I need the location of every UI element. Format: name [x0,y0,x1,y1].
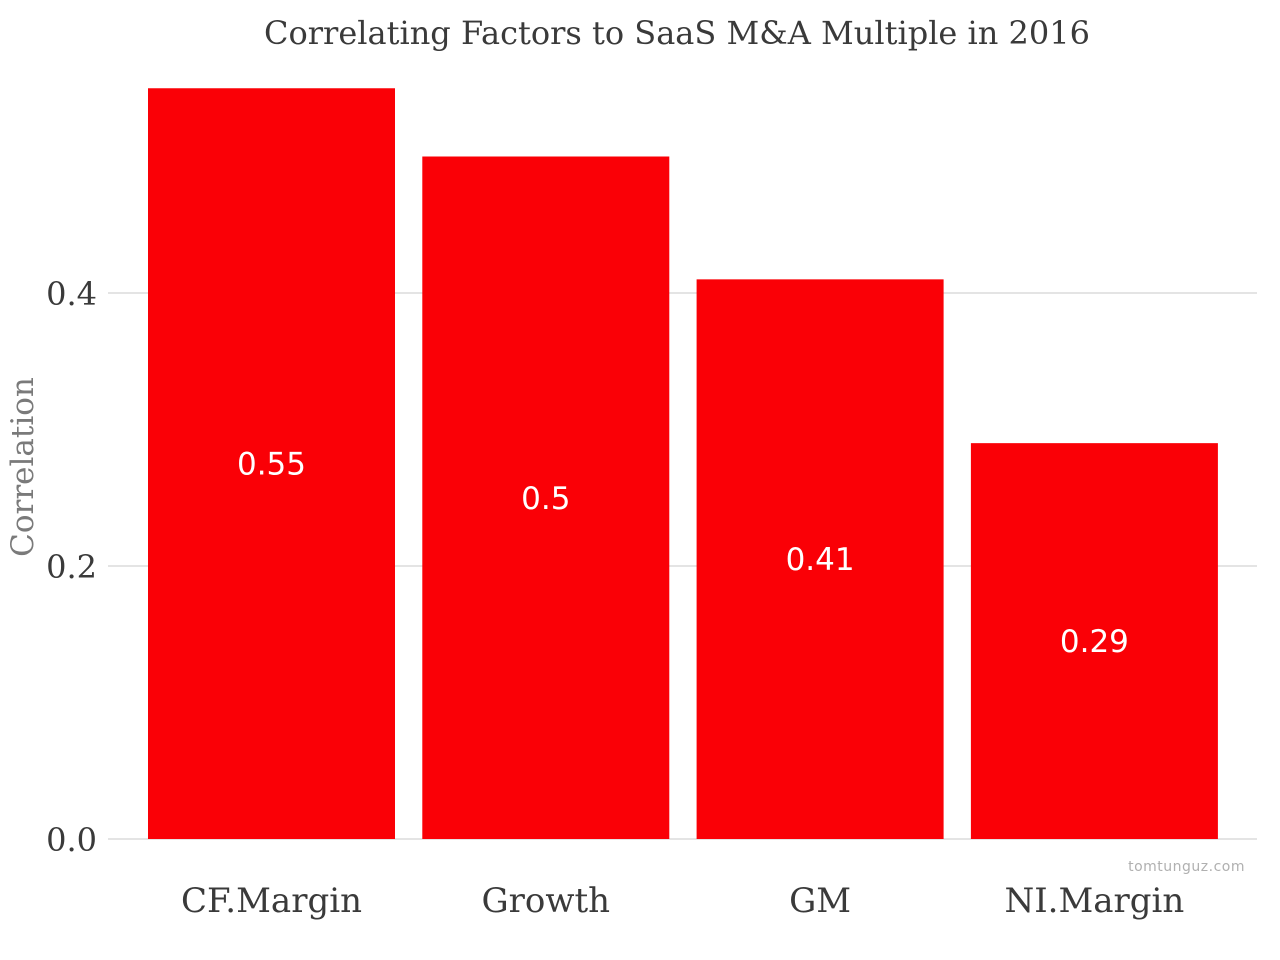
y-axis-label: Correlation [5,377,41,557]
x-axis-ticks: CF.Margin Growth GM NI.Margin [181,881,1184,921]
y-tick-label: 0.4 [46,275,97,313]
bar-growth [422,156,670,839]
x-tick-label: NI.Margin [1004,881,1184,921]
y-tick-label: 0.2 [46,548,97,586]
x-tick-label: CF.Margin [181,881,362,921]
bar-value-label: 0.29 [1060,624,1129,660]
bar-ni-margin [970,443,1218,839]
bar-value-labels: 0.55 0.5 0.41 0.29 [237,447,1129,660]
y-tick-label: 0.0 [46,821,97,859]
watermark: tomtunguz.com [1128,859,1245,875]
x-tick-label: Growth [482,881,611,921]
y-axis-ticks: 0.0 0.2 0.4 [46,275,97,859]
chart-title: Correlating Factors to SaaS M&A Multiple… [264,14,1090,52]
bar-value-label: 0.5 [521,481,570,517]
bar-gm [696,279,944,840]
bar-cf-margin [148,88,395,839]
bar-value-label: 0.55 [237,447,306,483]
bars [148,88,1218,840]
bar-value-label: 0.41 [786,542,855,578]
x-tick-label: GM [789,881,851,921]
